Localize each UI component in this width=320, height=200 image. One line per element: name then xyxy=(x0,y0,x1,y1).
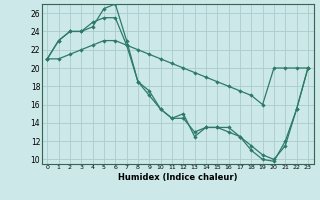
X-axis label: Humidex (Indice chaleur): Humidex (Indice chaleur) xyxy=(118,173,237,182)
